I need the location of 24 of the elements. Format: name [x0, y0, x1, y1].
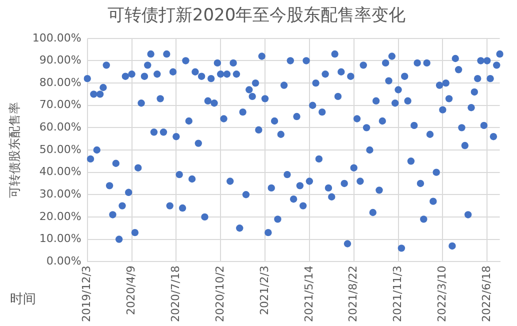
- y-tick-label: 20.00%: [39, 210, 82, 223]
- x-tick-label: 2020/4/9: [124, 266, 138, 316]
- chart-title: 可转债打新2020年至今股东配售率变化: [107, 6, 406, 26]
- y-tick-label: 60.00%: [39, 120, 82, 134]
- y-tick-label: 80.00%: [39, 76, 82, 89]
- x-axis-title: 时间: [10, 291, 36, 308]
- x-tick-label: 2019/12/3: [80, 266, 94, 322]
- x-tick-label: 2021/11/3: [391, 266, 404, 322]
- y-tick-label: 40.00%: [39, 165, 82, 178]
- y-tick-label: 10.00%: [39, 232, 82, 246]
- y-axis-title: 可转债股东配售率: [7, 102, 22, 198]
- y-tick-label: 100.00%: [32, 31, 82, 44]
- x-tick-label: 2020/10/2: [213, 266, 226, 322]
- y-tick-label: 50.00%: [39, 142, 82, 156]
- x-tick-label: 2021/5/14: [302, 266, 316, 322]
- x-tick-label: 2022/3/10: [436, 266, 449, 322]
- y-tick-label: 90.00%: [39, 54, 82, 67]
- y-tick-label: 70.00%: [39, 98, 82, 112]
- x-tick-label: 2022/6/18: [480, 266, 493, 322]
- y-tick-label: 0.00%: [46, 254, 82, 268]
- x-tick-label: 2021/8/22: [346, 266, 360, 322]
- x-tick-label: 2021/2/3: [258, 266, 271, 316]
- x-tick-label: 2020/7/18: [169, 266, 182, 322]
- y-tick-label: 30.00%: [39, 188, 82, 200]
